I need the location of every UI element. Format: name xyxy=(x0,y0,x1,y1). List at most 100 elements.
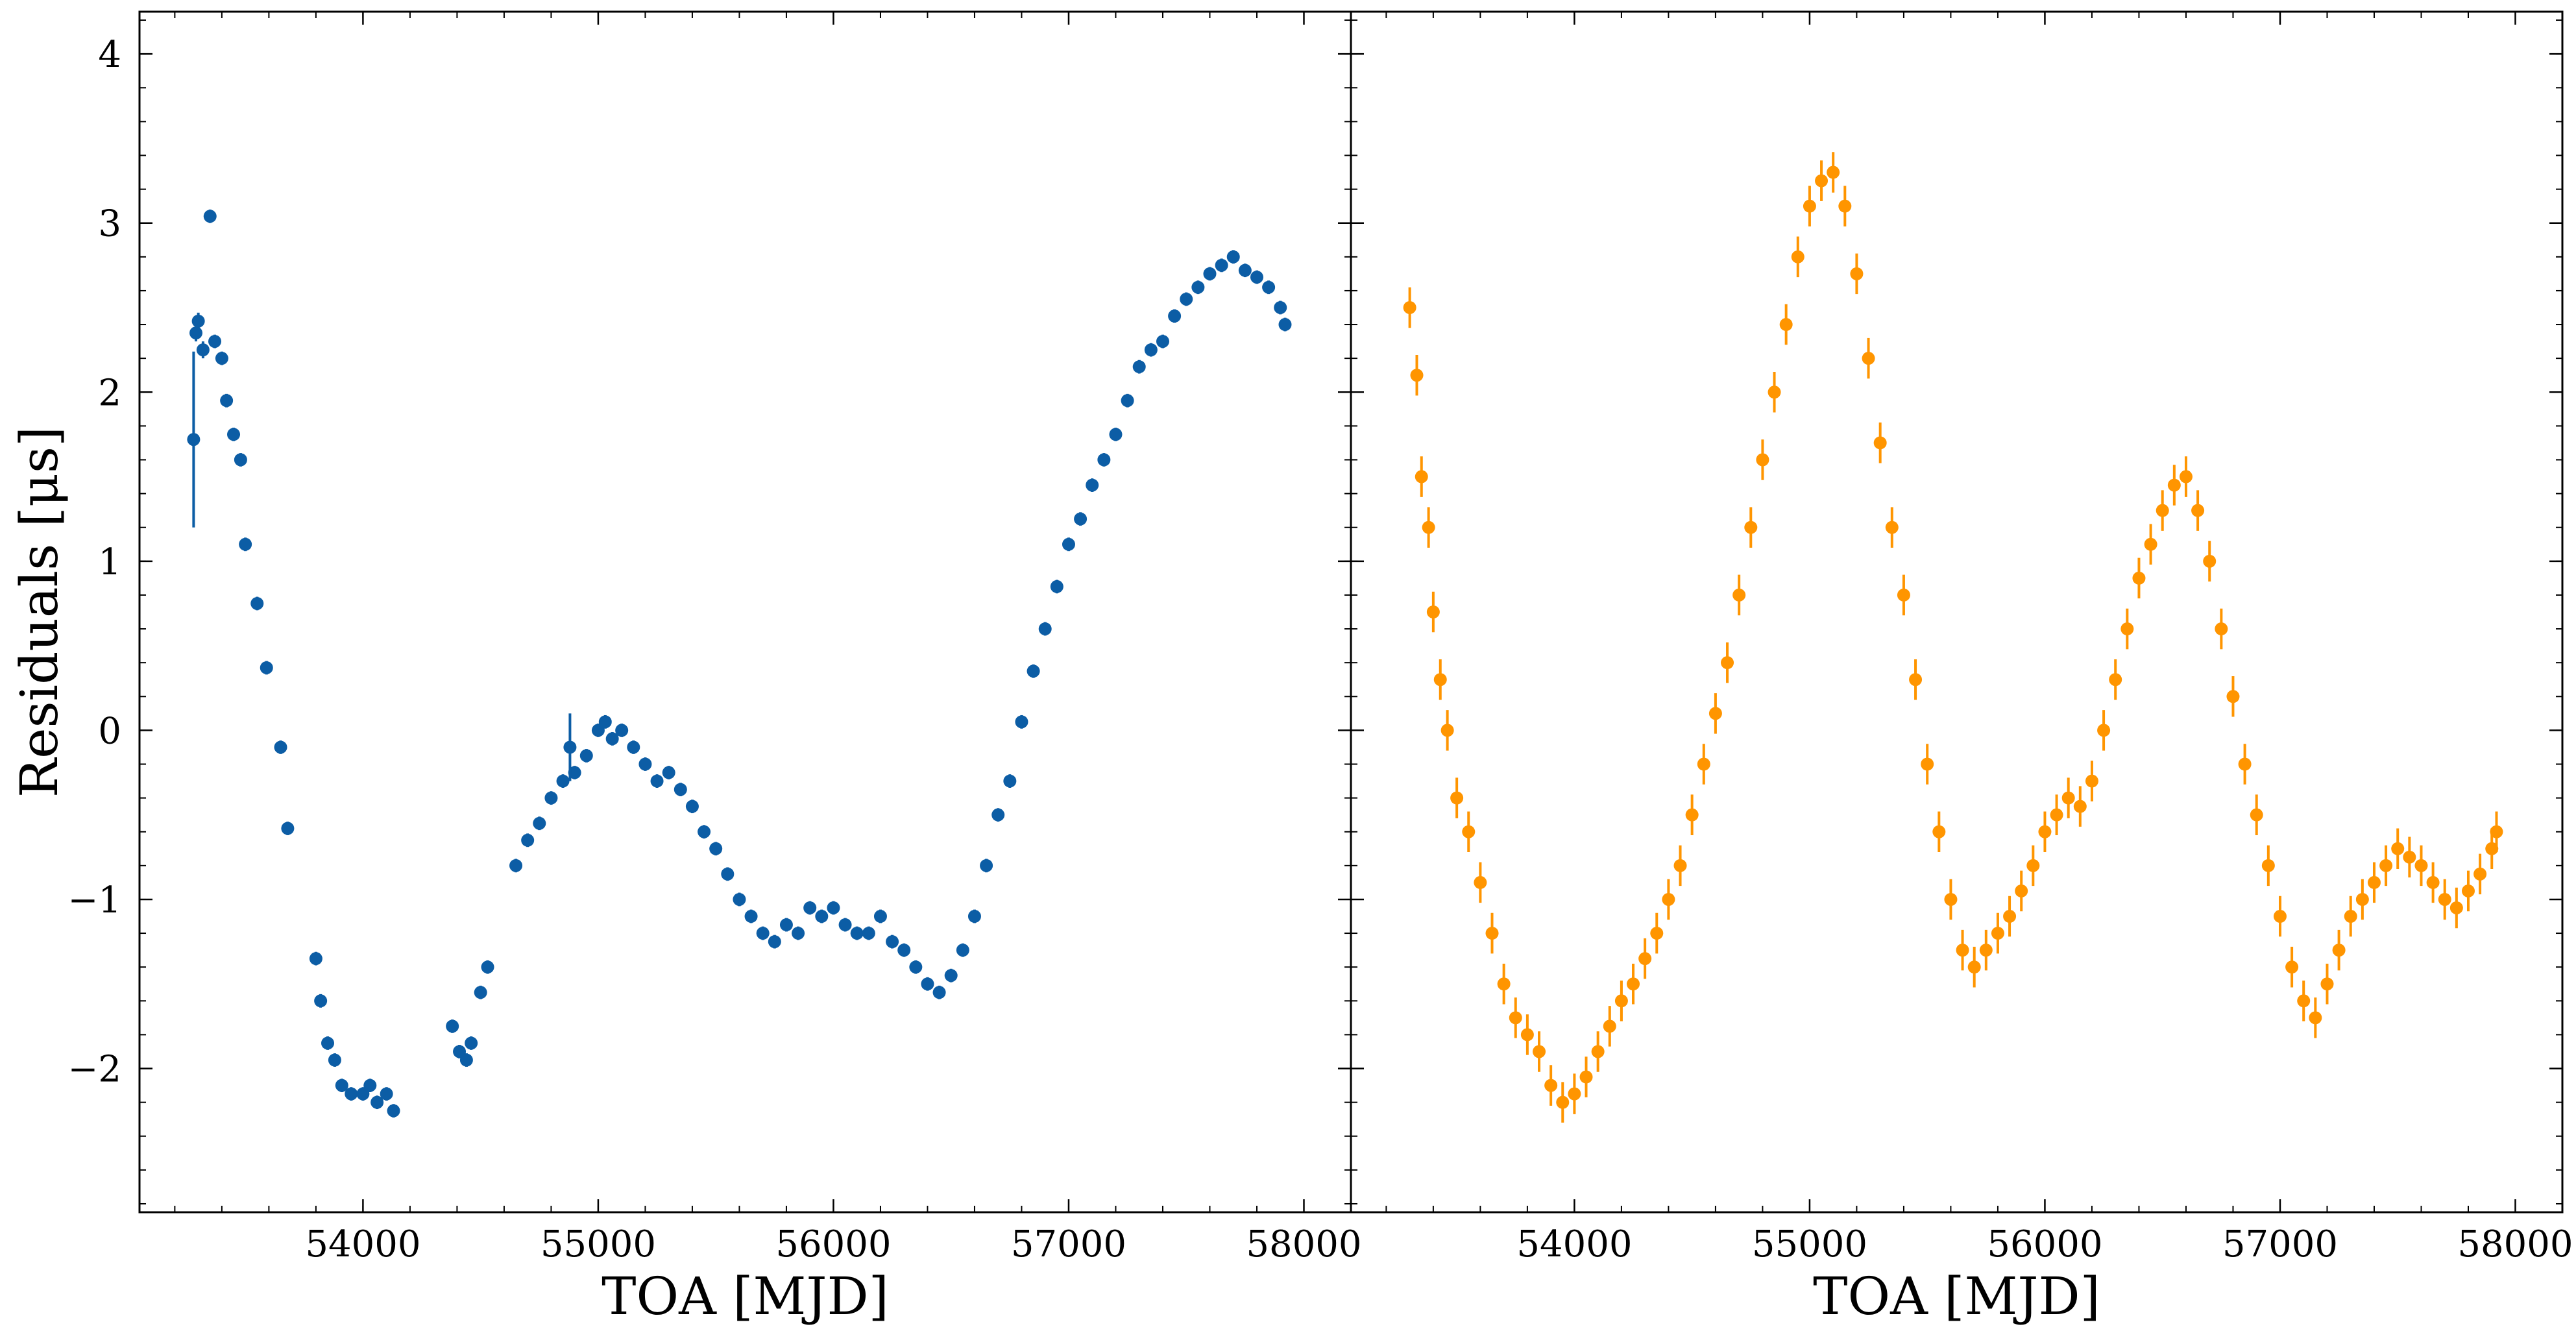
data-point xyxy=(2320,977,2334,991)
data-point xyxy=(1732,588,1746,602)
data-point xyxy=(1238,263,1252,277)
data-point xyxy=(260,661,273,674)
data-point xyxy=(1278,318,1292,332)
data-point xyxy=(1708,707,1722,720)
x-tick-label: 57000 xyxy=(1011,1223,1126,1265)
data-point xyxy=(191,314,205,328)
data-point xyxy=(1062,537,1075,551)
data-point xyxy=(2026,859,2040,872)
data-point xyxy=(1768,385,1781,399)
x-tick-label: 55000 xyxy=(1752,1223,1867,1265)
y-tick-label: 0 xyxy=(98,710,121,752)
data-point xyxy=(2391,842,2405,855)
data-point xyxy=(189,326,203,340)
data-point xyxy=(1440,724,1454,737)
data-point xyxy=(1673,859,1687,872)
data-point xyxy=(2050,808,2063,822)
x-tick-label: 56000 xyxy=(775,1223,891,1265)
data-point xyxy=(1921,757,1934,771)
data-point xyxy=(1862,352,1875,365)
data-point xyxy=(1274,300,1287,314)
data-point xyxy=(598,715,612,729)
data-point xyxy=(1109,428,1123,441)
data-point xyxy=(2297,994,2311,1008)
data-point xyxy=(1662,892,1675,906)
data-point xyxy=(196,343,210,357)
data-point xyxy=(1415,470,1428,483)
data-point xyxy=(2273,910,2287,923)
data-point xyxy=(1426,605,1440,618)
data-point xyxy=(380,1087,393,1101)
data-point xyxy=(220,394,234,408)
data-point xyxy=(1850,267,1864,280)
data-point xyxy=(563,740,577,754)
data-point xyxy=(1027,665,1040,678)
data-point xyxy=(208,335,222,348)
data-point xyxy=(1685,808,1699,822)
data-point xyxy=(1003,774,1017,788)
data-point xyxy=(980,859,993,872)
data-point xyxy=(2109,673,2122,687)
axes-frame xyxy=(1350,10,2564,1214)
data-point xyxy=(1203,267,1217,280)
data-point xyxy=(328,1053,341,1067)
data-point xyxy=(2473,867,2487,881)
data-point xyxy=(2414,859,2428,872)
y-tick-label: −2 xyxy=(67,1049,121,1091)
data-point xyxy=(2097,724,2111,737)
data-point xyxy=(345,1087,358,1101)
data-point xyxy=(2344,910,2357,923)
data-point xyxy=(2003,910,2017,923)
data-point xyxy=(1403,300,1416,314)
data-point xyxy=(897,944,911,957)
data-point xyxy=(1485,927,1499,940)
data-point xyxy=(1803,199,1816,213)
data-point xyxy=(521,833,535,847)
data-point xyxy=(321,1036,335,1050)
data-point xyxy=(371,1095,384,1109)
data-point xyxy=(1721,656,1734,670)
data-point xyxy=(1050,580,1063,593)
data-point xyxy=(314,994,328,1008)
data-point xyxy=(2215,622,2228,636)
data-point xyxy=(234,453,247,467)
data-point xyxy=(638,757,652,771)
data-point xyxy=(1132,360,1146,374)
data-point xyxy=(1638,952,1652,966)
x-tick-label: 57000 xyxy=(2222,1223,2338,1265)
data-point xyxy=(1579,1070,1593,1084)
data-point xyxy=(1462,825,1476,838)
x-tick-label: 58000 xyxy=(2457,1223,2573,1265)
data-point xyxy=(944,969,958,983)
data-point xyxy=(674,783,687,796)
data-point xyxy=(2261,859,2275,872)
data-point xyxy=(1533,1045,1546,1058)
data-point xyxy=(2426,875,2440,889)
data-point xyxy=(709,842,723,855)
data-point xyxy=(281,822,295,835)
y-tick-label: 3 xyxy=(98,203,121,245)
x-tick-label: 55000 xyxy=(541,1223,656,1265)
data-point xyxy=(556,774,570,788)
data-point xyxy=(2403,850,2416,864)
data-point xyxy=(1756,453,1769,467)
data-point xyxy=(1215,258,1228,272)
data-point xyxy=(2438,892,2451,906)
data-point xyxy=(627,740,640,754)
data-point xyxy=(1791,250,1804,263)
data-point xyxy=(1568,1087,1581,1101)
data-point xyxy=(1591,1045,1605,1058)
data-point xyxy=(967,910,981,923)
data-point xyxy=(886,935,899,949)
data-point xyxy=(862,927,875,940)
data-point xyxy=(2226,690,2240,703)
data-point xyxy=(1544,1079,1558,1092)
data-point xyxy=(1074,512,1088,526)
data-point xyxy=(956,944,969,957)
data-point xyxy=(1422,520,1435,534)
data-point xyxy=(2285,960,2299,974)
data-point xyxy=(2203,554,2217,568)
data-point xyxy=(1180,292,1193,306)
